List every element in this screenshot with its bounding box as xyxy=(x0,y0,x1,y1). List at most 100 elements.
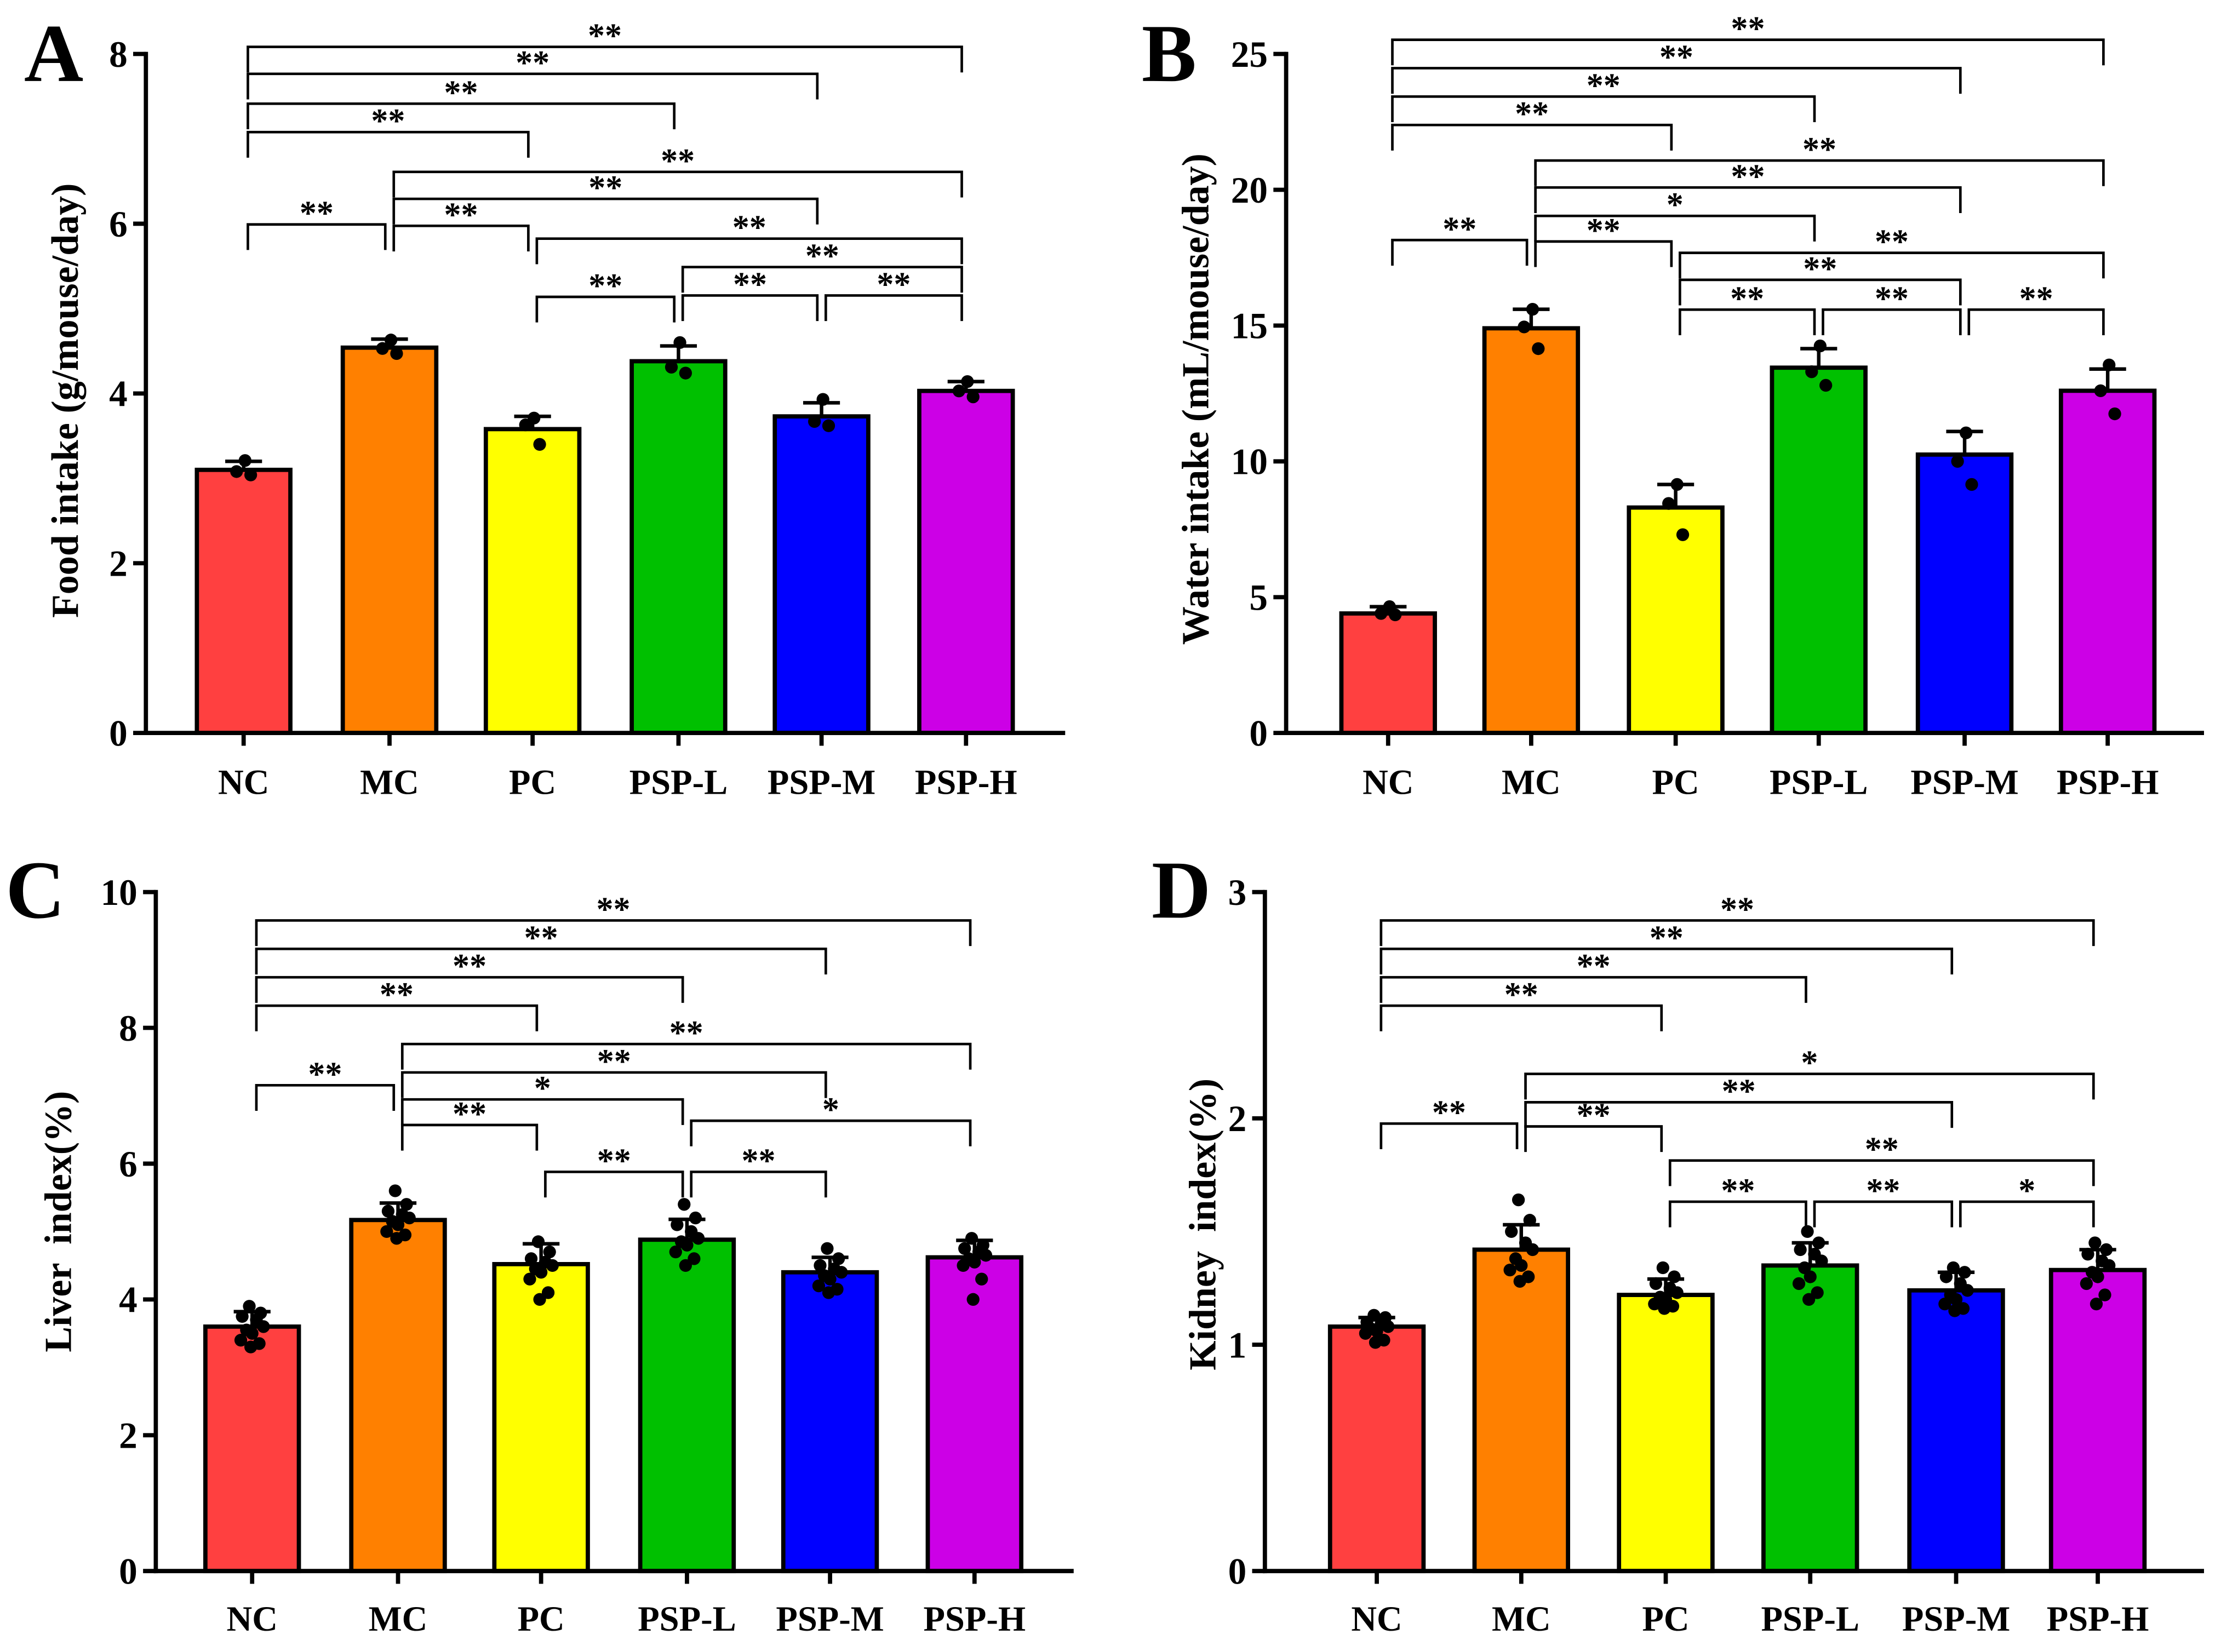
x-tick-label-nc: NC xyxy=(218,763,269,802)
bar-psp-h xyxy=(2048,1267,2147,1574)
y-tick-label: 10 xyxy=(1231,441,1268,483)
data-point-psp-l xyxy=(671,1218,684,1231)
significance-bracket xyxy=(1379,919,2095,947)
significance-bracket xyxy=(1391,238,1529,266)
data-point-pc xyxy=(519,418,532,432)
data-point-pc xyxy=(528,411,541,425)
data-point-psp-h xyxy=(2103,358,2116,371)
significance-bracket xyxy=(1391,38,2105,66)
significance-label: ** xyxy=(1730,280,1764,317)
data-point-psp-l xyxy=(669,1245,682,1259)
data-point-psp-h xyxy=(957,1259,970,1272)
significance-bracket xyxy=(247,223,387,250)
bar-psp-h xyxy=(2058,388,2157,736)
significance-bracket xyxy=(400,1123,539,1151)
significance-label: ** xyxy=(1866,1172,1900,1209)
significance-bracket xyxy=(255,976,684,1003)
y-tick-label: 0 xyxy=(1228,1551,1247,1592)
data-point-mc xyxy=(1513,1275,1526,1288)
x-tick-label-psp-h: PSP-H xyxy=(923,1599,1026,1639)
significance-bracket xyxy=(1534,186,1962,213)
significance-bracket xyxy=(1534,214,1816,242)
data-point-mc xyxy=(403,1211,416,1225)
significance-bracket xyxy=(1813,1200,1954,1227)
data-point-psp-h xyxy=(968,1255,981,1269)
data-point-psp-h xyxy=(2088,1236,2102,1249)
bar-psp-l xyxy=(629,359,728,736)
significance-bracket xyxy=(400,1042,972,1070)
significance-bracket xyxy=(392,170,963,198)
significance-bracket xyxy=(1679,278,1962,306)
bar-pc xyxy=(492,1261,590,1574)
data-point-psp-h xyxy=(2099,1243,2113,1257)
data-point-psp-m xyxy=(832,1252,845,1265)
bar-psp-l xyxy=(1770,365,1868,736)
significance-label: ** xyxy=(732,209,766,246)
significance-bracket xyxy=(255,919,972,947)
significance-bracket xyxy=(544,1171,684,1198)
data-point-pc xyxy=(531,1235,545,1248)
data-point-psp-l xyxy=(688,1252,701,1265)
significance-label: ** xyxy=(308,1056,342,1093)
y-tick-label: 25 xyxy=(1231,34,1268,75)
data-point-nc xyxy=(245,1327,259,1340)
data-point-psp-m xyxy=(822,419,835,432)
bar-psp-m xyxy=(1915,452,2014,736)
significance-label: ** xyxy=(1587,212,1621,249)
data-point-psp-h xyxy=(952,385,965,398)
data-point-psp-l xyxy=(1794,1243,1807,1257)
significance-label: ** xyxy=(661,142,695,180)
significance-label: ** xyxy=(300,195,334,232)
x-tick-label-nc: NC xyxy=(1351,1599,1402,1639)
data-point-psp-h xyxy=(975,1272,988,1286)
significance-bracket xyxy=(1391,123,1673,151)
significance-label: ** xyxy=(371,102,405,140)
significance-label: ** xyxy=(1802,131,1836,168)
data-point-mc xyxy=(391,1218,405,1231)
data-point-psp-l xyxy=(1802,1293,1816,1306)
bar-pc xyxy=(1627,505,1725,736)
significance-bracket xyxy=(1524,1072,2095,1100)
data-point-nc xyxy=(234,1334,248,1347)
y-tick-label: 2 xyxy=(1228,1098,1247,1139)
x-tick-label-psp-l: PSP-L xyxy=(638,1599,736,1639)
data-point-pc xyxy=(1676,528,1690,541)
significance-label: ** xyxy=(1442,210,1476,248)
data-point-psp-m xyxy=(822,1286,835,1299)
data-point-pc xyxy=(535,1266,548,1279)
significance-label: ** xyxy=(2019,280,2053,317)
y-tick-label: 10 xyxy=(101,872,138,913)
significance-bracket xyxy=(1524,1101,1954,1128)
significance-label: ** xyxy=(1721,1172,1755,1209)
significance-label: ** xyxy=(588,17,622,54)
y-axis-label: Kidney index(%) xyxy=(1182,1079,1224,1370)
data-point-pc xyxy=(541,1286,555,1299)
significance-bracket xyxy=(247,45,963,73)
data-point-psp-h xyxy=(2080,1277,2093,1290)
data-point-mc xyxy=(1526,302,1539,316)
significance-bracket xyxy=(400,1098,684,1125)
x-tick-label-psp-m: PSP-M xyxy=(1910,763,2018,802)
bar-nc xyxy=(194,467,293,736)
x-tick-label-psp-l: PSP-L xyxy=(1761,1599,1859,1639)
bar-pc xyxy=(1617,1293,1715,1574)
significance-label: ** xyxy=(588,169,622,206)
data-point-mc xyxy=(1518,320,1531,334)
data-point-psp-l xyxy=(689,1211,702,1225)
data-point-pc xyxy=(533,438,546,451)
data-point-psp-l xyxy=(1815,1254,1828,1267)
significance-bracket xyxy=(1959,1200,2095,1227)
significance-bracket xyxy=(1668,1159,2095,1186)
x-tick-label-psp-l: PSP-L xyxy=(629,763,728,802)
data-point-psp-l xyxy=(679,366,692,380)
x-tick-label-psp-h: PSP-H xyxy=(2057,763,2159,802)
data-point-psp-m xyxy=(1961,1284,1974,1297)
data-point-nc xyxy=(1382,1320,1395,1333)
significance-label: ** xyxy=(453,1095,486,1133)
data-point-pc xyxy=(1668,1270,1681,1283)
panel-b: B Water intake (mL/mouse/day) NC MC PC PSP-L P… xyxy=(1142,8,2204,802)
bar-pc xyxy=(483,427,582,736)
data-point-psp-m xyxy=(1948,1304,1961,1317)
data-point-psp-l xyxy=(1819,378,1833,392)
